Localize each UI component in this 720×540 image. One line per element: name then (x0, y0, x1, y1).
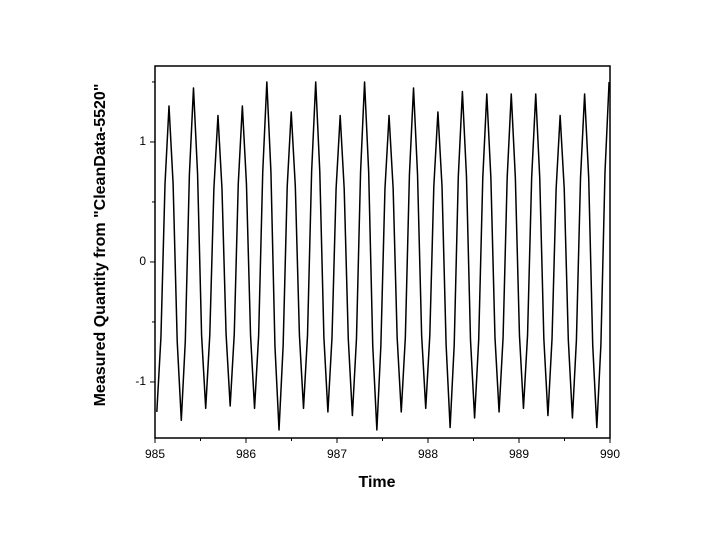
y-tick-label: -1 (135, 374, 146, 388)
x-tick-label: 986 (236, 447, 256, 461)
x-tick-label: 985 (145, 447, 165, 461)
y-tick-label: 1 (139, 134, 146, 148)
x-tick-label: 990 (600, 447, 620, 461)
data-line (156, 81, 610, 431)
x-tick-label: 987 (327, 447, 347, 461)
x-tick-label: 989 (509, 447, 529, 461)
y-tick-label: 0 (139, 254, 146, 268)
y-axis-label: Measured Quantity from "CleanData-5520" (92, 84, 109, 407)
x-axis-label: Time (358, 474, 395, 491)
x-tick-label: 988 (418, 447, 438, 461)
